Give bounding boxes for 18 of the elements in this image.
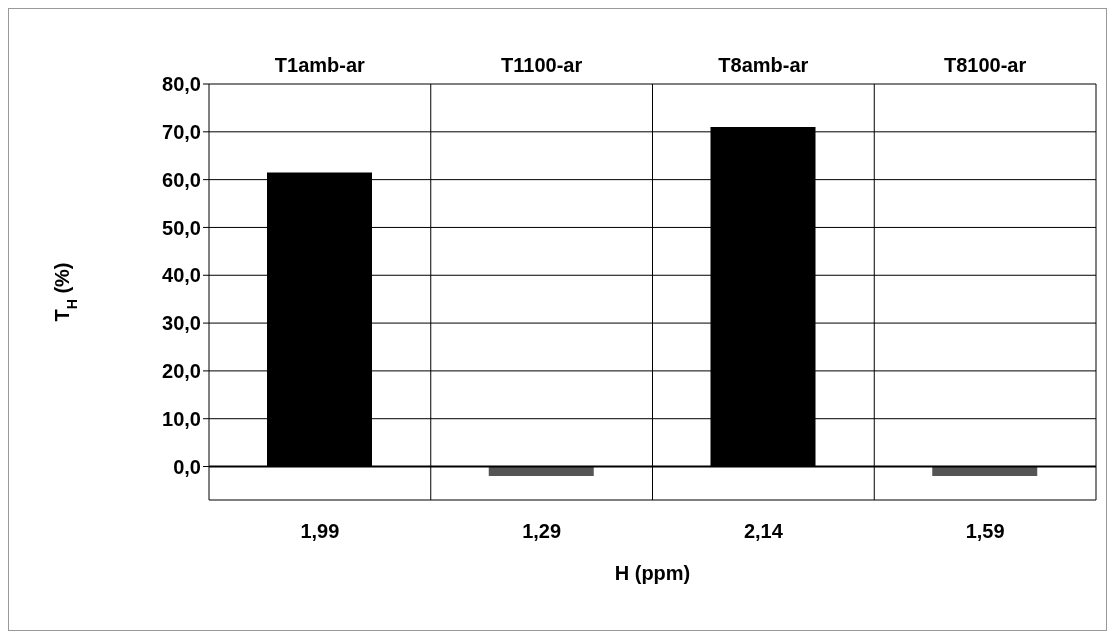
y-tick-label: 0,0 xyxy=(173,455,201,478)
y-tick-label: 80,0 xyxy=(162,73,201,96)
text: T1100-ar xyxy=(501,54,583,76)
text: T8100-ar xyxy=(943,54,1027,76)
text: T8amb-ar xyxy=(718,54,809,76)
y-tick-label: 50,0 xyxy=(162,216,201,239)
y-tick-label: 10,0 xyxy=(162,407,201,430)
text: T1amb-ar xyxy=(274,54,366,76)
y-tick-label: 70,0 xyxy=(162,120,201,143)
y-tick-label: 60,0 xyxy=(162,168,201,191)
y-tick-label: 40,0 xyxy=(162,264,201,287)
y-tick-label: 30,0 xyxy=(162,312,201,335)
x-tick-label: 1,29 xyxy=(522,520,562,543)
x-tick-label: 1,59 xyxy=(965,520,1005,543)
x-tick-label: 2,14 xyxy=(743,520,784,543)
x-tick-label: 1,99 xyxy=(300,520,340,543)
x-axis-title: H (ppm) xyxy=(614,562,691,584)
y-tick-label: 20,0 xyxy=(162,360,201,382)
